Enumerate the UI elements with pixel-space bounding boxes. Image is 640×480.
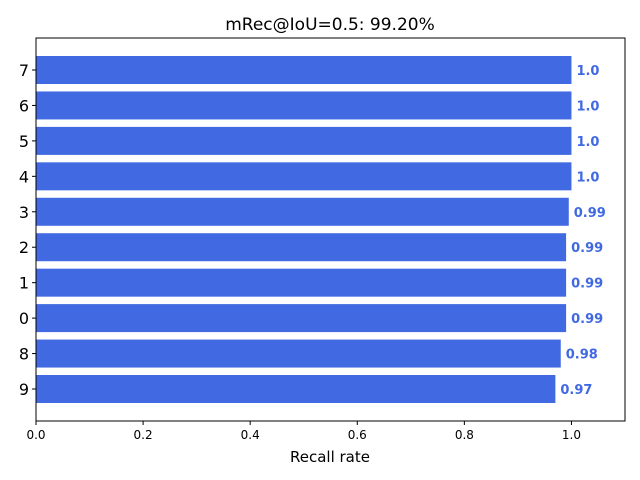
bar-value-label-9: 0.97 <box>560 383 592 398</box>
bar-value-label-4: 1.0 <box>576 170 599 185</box>
x-tick-label-0.2: 0.2 <box>134 428 153 442</box>
bar-value-label-0: 0.99 <box>571 312 603 327</box>
y-tick-label-3: 3 <box>19 203 29 222</box>
bar-6 <box>36 91 572 120</box>
y-tick-label-7: 7 <box>19 61 29 80</box>
bar-8 <box>36 339 561 368</box>
y-tick-label-6: 6 <box>19 96 29 115</box>
x-axis-label: Recall rate <box>290 448 370 466</box>
x-tick-label-0.0: 0.0 <box>26 428 45 442</box>
y-tick-label-9: 9 <box>19 380 29 399</box>
x-tick-label-0.6: 0.6 <box>348 428 367 442</box>
bar-value-label-8: 0.98 <box>566 348 598 363</box>
y-tick-label-4: 4 <box>19 167 29 186</box>
y-tick-label-2: 2 <box>19 238 29 257</box>
bar-value-labels: 0.97 0.98 0.99 0.99 0.99 0.99 1.0 1.0 1.0 1.0 <box>560 64 605 398</box>
x-tick-label-0.4: 0.4 <box>241 428 260 442</box>
x-tick-label-0.8: 0.8 <box>455 428 474 442</box>
chart-title: mRec@IoU=0.5: 99.20% <box>225 15 435 35</box>
bar-value-label-7: 1.0 <box>576 64 599 79</box>
bar-value-label-2: 0.99 <box>571 241 603 256</box>
bars-group <box>36 56 572 403</box>
y-tick-label-0: 0 <box>19 309 29 328</box>
x-tick-label-1.0: 1.0 <box>562 428 581 442</box>
y-axis-ticks: 9 8 0 1 2 3 4 5 6 7 <box>19 61 36 399</box>
bar-7 <box>36 56 572 84</box>
bar-value-label-3: 0.99 <box>574 206 606 221</box>
plot-frame <box>35 37 626 422</box>
bar-4 <box>36 162 572 191</box>
bar-value-label-6: 1.0 <box>576 99 599 114</box>
bar-9 <box>36 375 556 403</box>
bar-2 <box>36 233 567 262</box>
x-axis-ticks: 0.0 0.2 0.4 0.6 0.8 1.0 <box>26 421 581 442</box>
bar-1 <box>36 268 567 297</box>
bar-0 <box>36 304 567 333</box>
y-tick-label-1: 1 <box>19 274 29 293</box>
bar-value-label-5: 1.0 <box>576 135 599 150</box>
y-tick-label-8: 8 <box>19 345 29 364</box>
bar-5 <box>36 126 572 155</box>
bar-value-label-1: 0.99 <box>571 277 603 292</box>
bar-3 <box>36 197 569 226</box>
y-tick-label-5: 5 <box>19 132 29 151</box>
